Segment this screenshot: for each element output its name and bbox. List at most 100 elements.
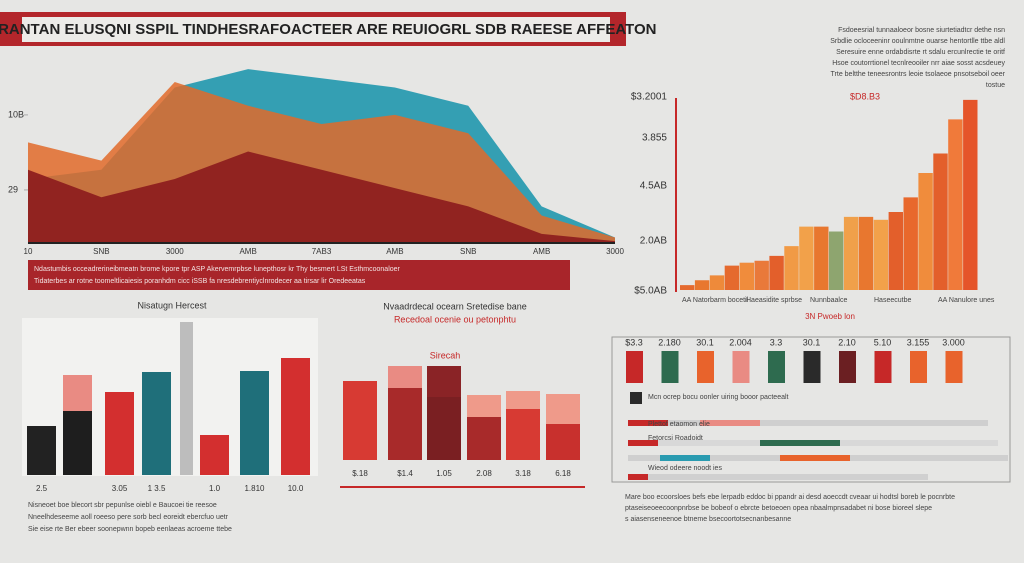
chart-subtitle: Recedoal ocenie ou petonphtu	[394, 314, 516, 324]
bar-segment	[467, 417, 501, 460]
bar-segment	[546, 394, 580, 424]
bar-segment	[240, 371, 269, 475]
bar	[784, 246, 799, 290]
bar	[680, 285, 695, 290]
bar-segment	[343, 381, 377, 460]
bar	[873, 219, 889, 290]
note-line: Seresuire enne ordabdisrte rt sdalu ercu…	[836, 49, 1005, 56]
y-tick-label: 10B	[8, 109, 24, 119]
stripe	[660, 455, 710, 461]
stripe-label: Plettof etaomon elie	[648, 421, 710, 428]
note-line: Fsdoeesrial tunnaaloeor bosne siurtetiad…	[838, 27, 1005, 34]
bar-segment	[281, 358, 310, 475]
x-tick-label: 3000	[166, 247, 184, 256]
x-tick-label: 1.810	[244, 484, 265, 493]
x-label: AA Nanulore unes	[938, 297, 995, 304]
stripe	[628, 440, 658, 446]
bar	[829, 231, 844, 290]
bar	[918, 173, 933, 290]
x-tick-label: SNB	[93, 247, 109, 256]
y-tick-label: 29	[8, 184, 18, 194]
bar	[769, 255, 784, 290]
chip-label: 2.10	[838, 337, 856, 347]
bar-segment	[27, 426, 56, 475]
pillar	[180, 322, 193, 475]
chip	[945, 351, 963, 383]
note-line: Trte beltthe teneesrontrs leoie tsolaeoe…	[831, 71, 1006, 78]
bar-segment	[546, 424, 580, 460]
chip-label: 3.155	[907, 337, 930, 347]
chart-title: MERANTAN ELUSQNI SSPIL TINDHESRAFOACTEER…	[0, 21, 656, 38]
bar	[888, 212, 903, 290]
bar-segment	[388, 366, 422, 388]
chip	[910, 351, 927, 383]
x-tick-label: 1.0	[209, 484, 221, 493]
x-tick-label: 3.18	[515, 469, 531, 478]
annotation: $D8.B3	[850, 91, 880, 101]
note-line: tostue	[986, 82, 1005, 89]
stripe	[760, 440, 840, 446]
chip-label: 5.10	[874, 337, 892, 347]
x-tick-label: 2.5	[36, 484, 48, 493]
chip	[732, 351, 750, 383]
stripe	[780, 455, 850, 461]
x-label: AA Natorbarm bocetil	[682, 297, 749, 304]
chip-label: 3.000	[942, 337, 965, 347]
chip	[803, 351, 821, 383]
bar	[963, 99, 978, 290]
bar-segment	[506, 391, 540, 409]
chip-label: 2.180	[658, 337, 681, 347]
chip-label: 2.004	[729, 337, 752, 347]
bar-segment	[506, 409, 540, 460]
stripe-label: Fetorcsi Roadoidt	[648, 435, 703, 442]
note-line: Srbdlie ocloceeninr ooulnmtne ouarse hen…	[830, 38, 1005, 45]
title-box	[22, 17, 610, 42]
chip-label: 30.1	[696, 337, 714, 347]
stripe	[628, 420, 988, 426]
x-tick-label: 2.08	[476, 469, 492, 478]
chip	[839, 351, 856, 383]
x-tick-label: 1 3.5	[148, 484, 166, 493]
stripe-label: Mcn ocrep bocu oonler uiring booor pacte…	[648, 394, 789, 401]
bar	[709, 275, 725, 290]
chip	[626, 351, 643, 383]
x-label: Haseecutbe	[874, 297, 911, 304]
bar	[694, 280, 710, 290]
x-label: Haeasidite sprbse	[746, 297, 802, 304]
x-tick-label: 6.18	[555, 469, 571, 478]
footer-line: Mare boo ecoorsloes befs ebe lerpadb edd…	[625, 494, 955, 501]
bar-segment	[142, 372, 171, 475]
bar-segment	[63, 411, 92, 475]
stripe	[700, 420, 760, 426]
bar	[739, 262, 754, 290]
x-tick-label: AMB	[239, 247, 256, 256]
chip-label: $3.3	[625, 337, 643, 347]
chart-title: Nisatugn Hercest	[137, 300, 207, 310]
bar	[799, 226, 814, 290]
chip	[661, 351, 679, 383]
footer-line: Nneelhdeseeme aoll roeeso pere sorb becl…	[28, 514, 229, 521]
x-tick-label: $1.4	[397, 469, 413, 478]
x-tick-label: AMB	[386, 247, 403, 256]
stripe	[628, 474, 648, 480]
stripe	[628, 474, 928, 480]
stripes	[628, 392, 1008, 480]
footer-line: Sie eise rte Ber ebeer soonepwnn bopeb e…	[28, 526, 232, 533]
chip	[874, 351, 892, 383]
stripe-label: Wieod odeere noodt ies	[648, 465, 722, 472]
axis-label: $5.0AB	[634, 286, 667, 297]
bar	[814, 226, 829, 290]
bar-segment	[388, 388, 422, 460]
annotation: Sirecah	[430, 350, 461, 360]
x-tick-label: 10	[24, 247, 33, 256]
x-tick-label: SNB	[460, 247, 476, 256]
chip-label: 30.1	[803, 337, 821, 347]
note-line: Hsoe coutorrtionel tecnlreooiler nrr aia…	[832, 60, 1005, 67]
area	[28, 151, 615, 243]
marker	[630, 392, 642, 404]
bar	[933, 153, 948, 290]
stripe	[628, 420, 668, 426]
bar	[858, 216, 874, 290]
banner-line: Tidaterbes ar rotne toomeltlicaiesis por…	[34, 278, 366, 285]
bar	[724, 265, 740, 290]
